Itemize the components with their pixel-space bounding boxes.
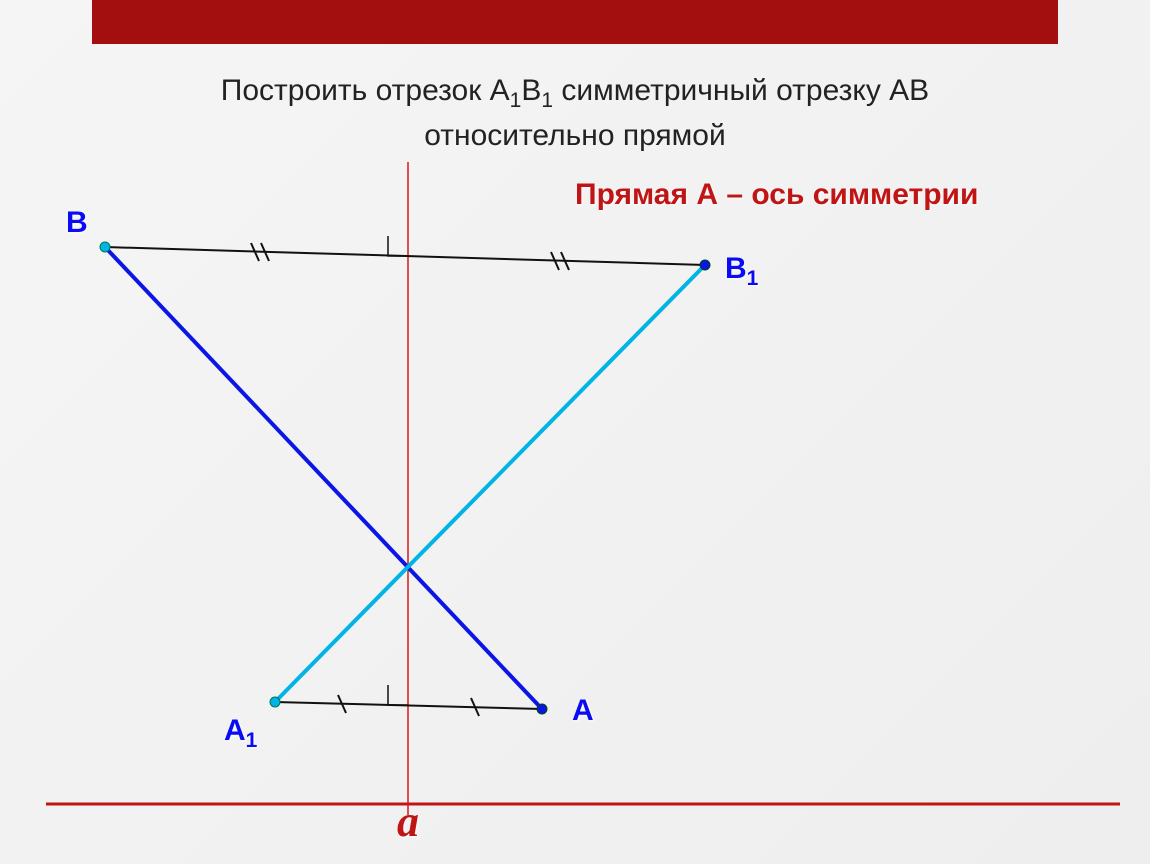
point-B1	[700, 260, 710, 270]
right-angle-bottom	[388, 685, 408, 705]
point-B	[100, 242, 110, 252]
axis-letter: a	[397, 796, 419, 847]
geometry-diagram	[0, 0, 1150, 864]
label-B1: В1	[725, 252, 758, 291]
right-angle-top	[388, 236, 408, 256]
label-A1: А1	[224, 714, 257, 753]
label-B: В	[66, 206, 88, 240]
label-A: А	[572, 694, 594, 728]
point-A1	[270, 697, 280, 707]
segment-B-A	[105, 247, 542, 709]
segment-A1-B1	[275, 265, 705, 702]
point-A	[537, 704, 547, 714]
